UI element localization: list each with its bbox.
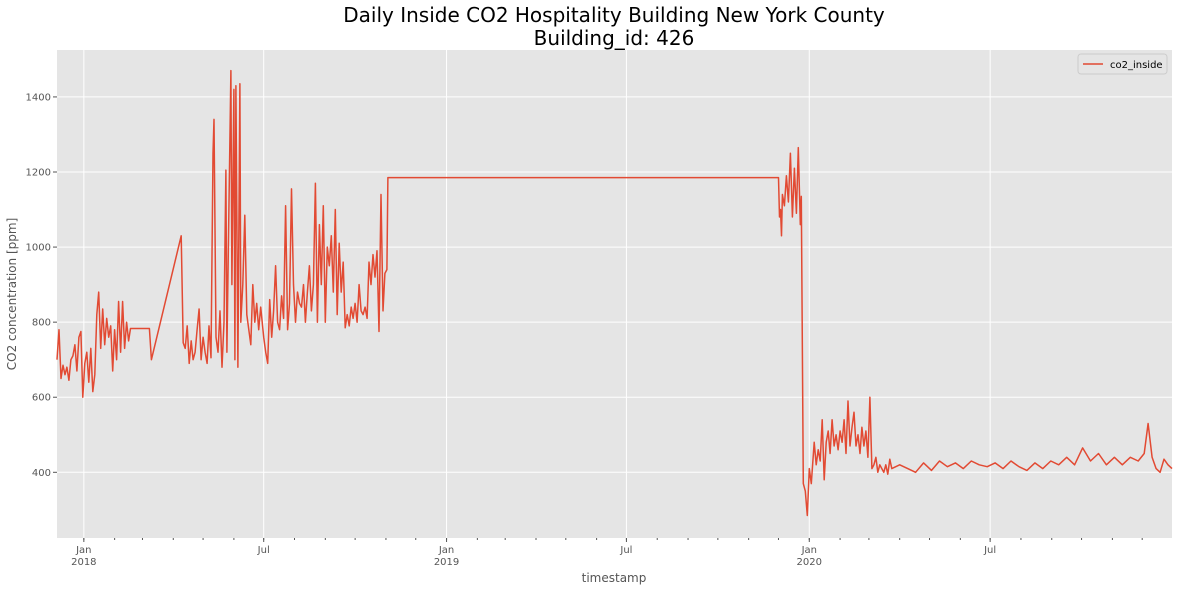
x-tick-year-label: 2018 bbox=[71, 557, 96, 568]
y-tick-label: 600 bbox=[32, 393, 51, 404]
x-tick-label: Jul bbox=[983, 545, 996, 556]
legend-label: co2_inside bbox=[1110, 60, 1163, 71]
x-tick-label: Jul bbox=[257, 545, 270, 556]
y-tick-label: 1000 bbox=[26, 243, 51, 254]
series-layer bbox=[56, 69, 1173, 517]
legend-box bbox=[1077, 53, 1168, 75]
chart-title: Daily Inside CO2 Hospitality Building Ne… bbox=[343, 3, 885, 27]
x-tick-label: Jan bbox=[75, 545, 91, 556]
x-tick-label: Jan bbox=[438, 545, 454, 556]
x-tick-year-label: 2019 bbox=[434, 557, 459, 568]
series-line-co2_inside bbox=[56, 69, 1173, 517]
chart-subtitle: Building_id: 426 bbox=[534, 26, 695, 50]
y-tick-label: 1200 bbox=[26, 168, 51, 179]
x-axis-label: timestamp bbox=[582, 571, 647, 585]
grid-lines bbox=[57, 50, 1172, 538]
y-tick-label: 1400 bbox=[26, 92, 51, 103]
y-axis-label: CO2 concentration [ppm] bbox=[5, 218, 19, 370]
y-tick-label: 800 bbox=[32, 318, 51, 329]
x-tick-year-label: 2020 bbox=[797, 557, 822, 568]
x-tick-label: Jan bbox=[801, 545, 817, 556]
x-tick-label: Jul bbox=[619, 545, 632, 556]
legend: co2_inside bbox=[1077, 53, 1168, 75]
y-tick-label: 400 bbox=[32, 468, 51, 479]
